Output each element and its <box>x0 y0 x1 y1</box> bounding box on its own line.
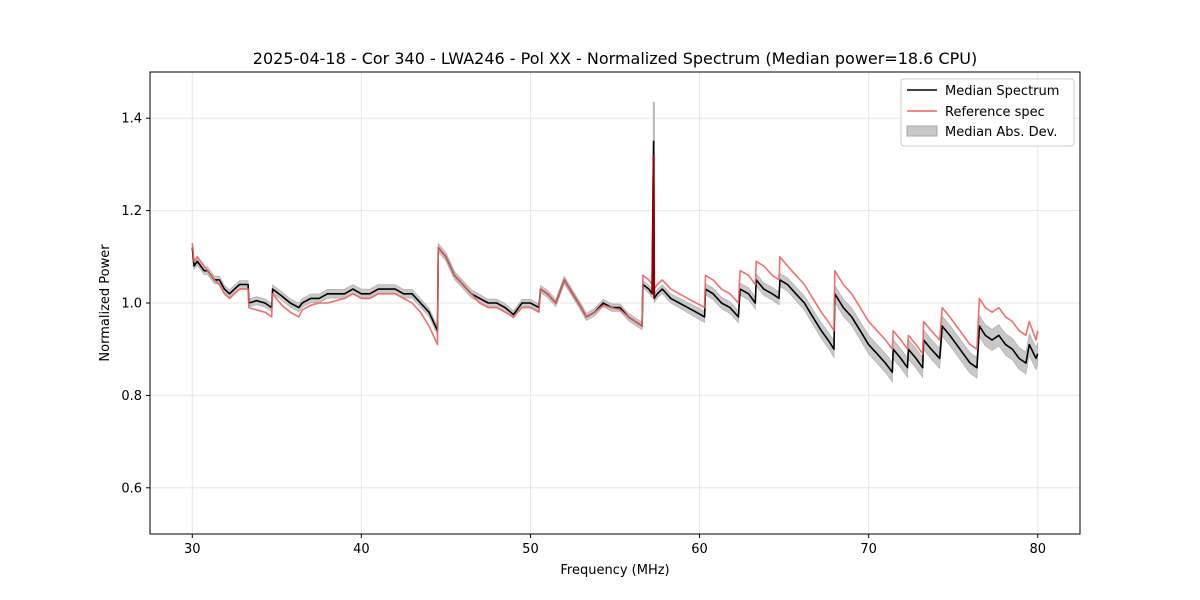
x-tick-label: 40 <box>353 542 370 557</box>
y-axis-label: Normalized Power <box>98 244 113 362</box>
axis-ticks: 30 40 50 60 70 80 0.6 0.8 1.0 1.2 1.4 <box>121 112 1046 557</box>
y-tick-label: 1.2 <box>121 204 142 219</box>
series-lines <box>191 140 1039 374</box>
x-tick-label: 50 <box>522 542 539 557</box>
legend-mad-label: Median Abs. Dev. <box>945 125 1057 140</box>
reference-spec-line <box>191 154 1039 355</box>
y-tick-label: 1.4 <box>121 112 142 127</box>
legend-reference-label: Reference spec <box>945 105 1045 120</box>
legend-box <box>900 78 1075 147</box>
y-tick-label: 0.8 <box>121 389 142 404</box>
x-tick-label: 30 <box>184 542 201 557</box>
legend: Median Spectrum Reference spec Median Ab… <box>900 78 1075 147</box>
x-axis-label: Frequency (MHz) <box>560 563 669 578</box>
x-tick-label: 80 <box>1029 542 1046 557</box>
x-tick-label: 70 <box>860 542 877 557</box>
y-tick-label: 0.6 <box>121 481 142 496</box>
legend-mad-swatch <box>906 125 938 137</box>
mad-band-area <box>192 137 1038 383</box>
chart-title: 2025-04-18 - Cor 340 - LWA246 - Pol XX -… <box>253 49 977 68</box>
y-tick-label: 1.0 <box>121 297 142 312</box>
legend-median-label: Median Spectrum <box>945 84 1059 99</box>
spike-overlap-line <box>651 154 656 299</box>
x-tick-label: 60 <box>691 542 708 557</box>
